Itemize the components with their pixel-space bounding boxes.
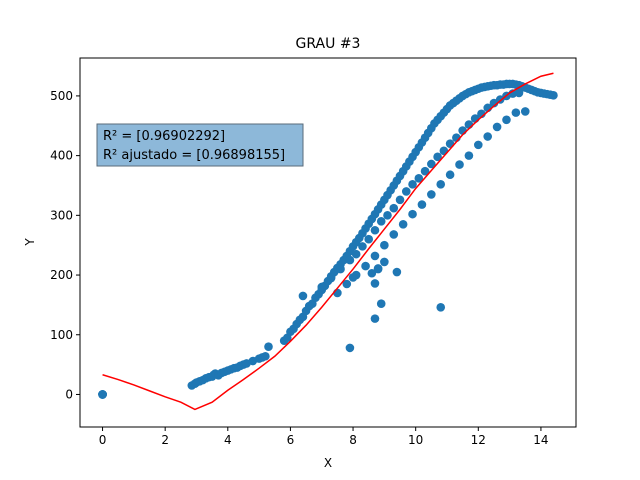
data-point [326,273,336,283]
data-point [508,89,518,98]
data-point [464,151,474,160]
data-point [455,160,464,169]
fit-line [102,72,554,411]
x-tick-label: 4 [224,433,232,447]
data-point [520,107,530,116]
data-point [436,302,446,312]
data-point [514,88,524,98]
data-point [401,187,411,196]
data-point [414,174,424,183]
data-point [370,314,380,323]
data-point [98,390,107,399]
data-point [395,195,405,205]
data-point [549,91,558,100]
data-point [298,291,308,301]
data-point [367,268,377,278]
data-point [351,249,361,259]
data-point [408,179,417,189]
data-point [398,219,408,229]
annotation-r2-adjusted: R² ajustado = [0.96898155] [103,148,285,163]
y-tick-label: 300 [50,208,73,222]
data-point [383,211,392,220]
data-point [420,166,430,176]
y-tick-label: 500 [50,89,73,103]
x-axis: 0 2 4 6 8 10 12 14 [99,427,549,447]
data-point [348,273,358,282]
data-point [502,115,511,125]
x-tick-label: 8 [349,433,357,447]
data-point [389,230,399,239]
data-point [427,190,436,199]
data-point [464,120,474,129]
data-point [458,126,467,135]
data-point [417,200,427,209]
y-tick-label: 200 [50,268,73,282]
x-tick-label: 14 [533,433,548,447]
data-point [511,108,521,117]
data-point [389,203,399,213]
annotation-box: R² = [0.96902292] R² ajustado = [0.96898… [96,123,304,167]
data-point [492,122,502,132]
data-point [483,132,493,141]
data-point [433,152,442,162]
annotation-r2: R² = [0.96902292] [103,129,225,144]
data-point [474,140,483,150]
data-point [436,179,446,189]
data-point [361,261,370,271]
x-tick-label: 12 [471,433,486,447]
axes-frame [79,57,577,428]
data-point [373,264,383,274]
x-tick-label: 10 [408,433,423,447]
data-point [380,240,389,250]
data-point [370,279,380,288]
data-point [392,267,402,277]
y-tick-label: 100 [50,328,73,342]
data-point [376,299,386,309]
data-point [264,342,273,351]
data-point [427,159,436,169]
data-point [342,279,352,289]
data-point [445,170,455,180]
data-point [370,225,380,235]
data-point [364,234,374,244]
y-axis-label: Y [23,238,37,247]
data-point [358,242,367,251]
data-point [317,282,327,292]
x-tick-label: 6 [287,433,295,447]
data-point [408,209,417,219]
data-point [376,217,386,226]
data-point [261,351,270,361]
data-point [336,264,345,274]
x-axis-label: X [324,456,332,470]
data-point [345,255,355,265]
annotation-background [96,123,304,167]
plot-area [98,72,558,411]
x-tick-label: 0 [99,433,107,447]
data-point [370,251,380,261]
data-point [345,343,355,353]
y-axis: 0 100 200 300 400 500 [50,89,80,401]
data-point [380,257,389,267]
y-tick-label: 400 [50,149,73,163]
x-tick-label: 2 [161,433,169,447]
chart-title: GRAU #3 [296,36,361,52]
y-tick-label: 0 [65,387,73,401]
